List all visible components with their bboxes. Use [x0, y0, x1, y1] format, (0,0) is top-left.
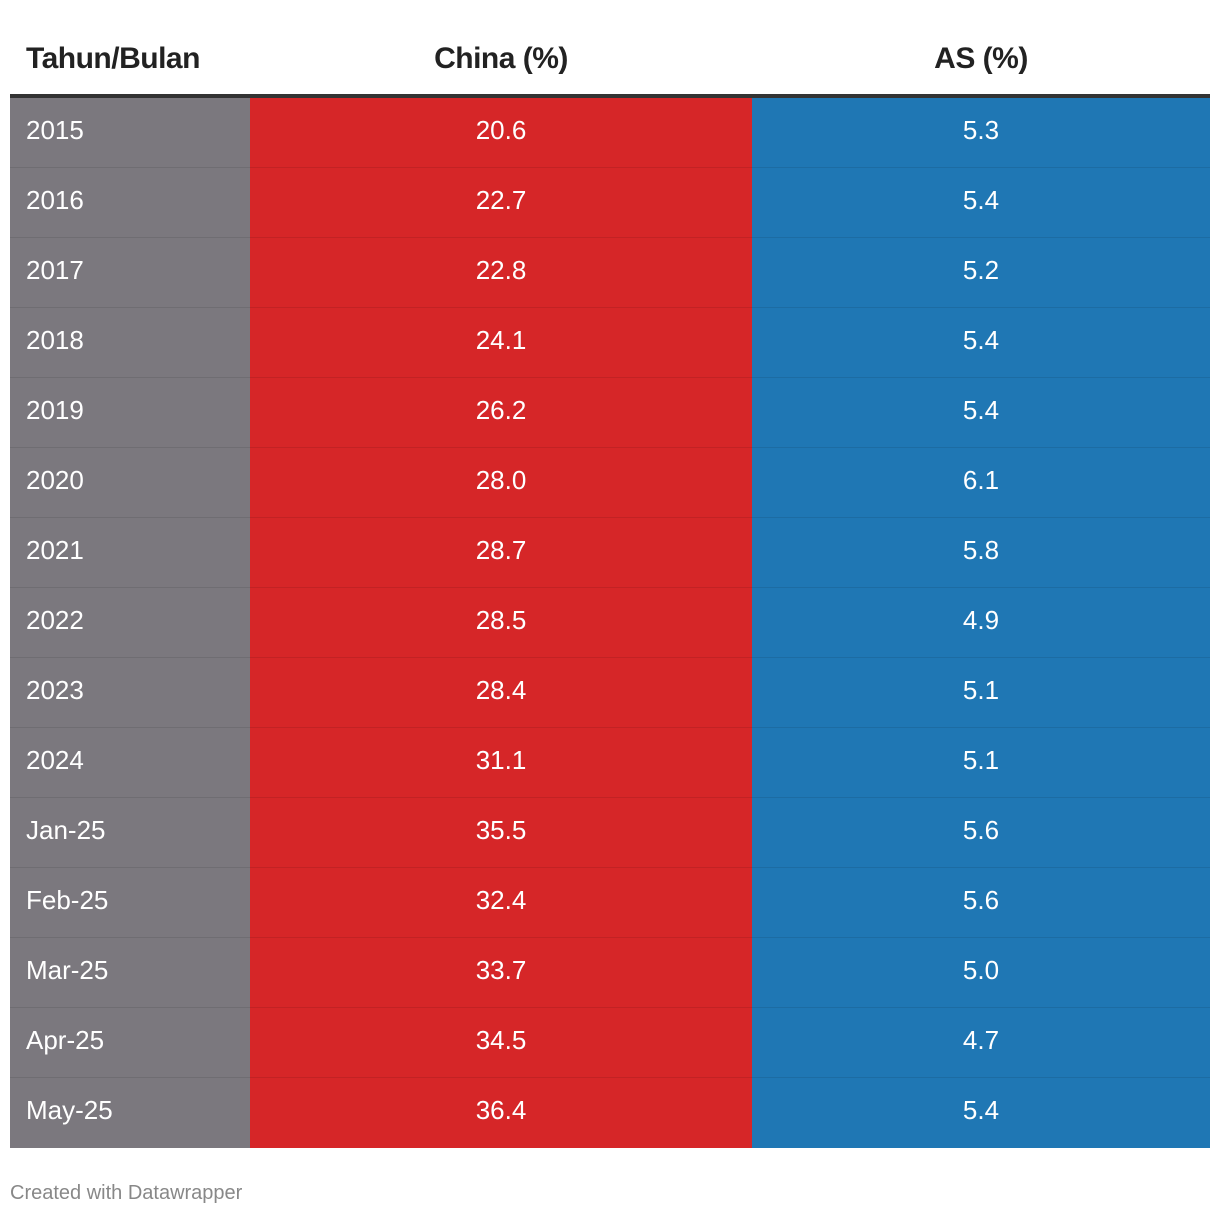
period-cell: 2017	[10, 238, 250, 308]
header-as[interactable]: AS (%)	[934, 42, 1028, 75]
china-value-cell: 22.7	[250, 168, 752, 238]
period-cell: 2016	[10, 168, 250, 238]
header-china[interactable]: China (%)	[434, 42, 568, 75]
china-value-cell: 31.1	[250, 728, 752, 798]
period-cell: Feb-25	[10, 868, 250, 938]
as-value-cell: 5.4	[752, 378, 1210, 448]
table-body: 2015 20.6 5.3 2016 22.7 5.4 2017 22.8 5.…	[10, 98, 1210, 1148]
period-cell: 2019	[10, 378, 250, 448]
china-value-cell: 34.5	[250, 1008, 752, 1078]
as-value-cell: 5.8	[752, 518, 1210, 588]
china-value-cell: 26.2	[250, 378, 752, 448]
table-row: 2017 22.8 5.2	[10, 238, 1210, 308]
period-cell: Mar-25	[10, 938, 250, 1008]
table-row: 2016 22.7 5.4	[10, 168, 1210, 238]
as-value-cell: 4.7	[752, 1008, 1210, 1078]
table-row: 2024 31.1 5.1	[10, 728, 1210, 798]
table-header-row: Tahun/Bulan China (%) AS (%)	[10, 0, 1210, 98]
table-row: Jan-25 35.5 5.6	[10, 798, 1210, 868]
table-row: 2020 28.0 6.1	[10, 448, 1210, 518]
as-value-cell: 5.2	[752, 238, 1210, 308]
as-value-cell: 5.6	[752, 868, 1210, 938]
table-row: Mar-25 33.7 5.0	[10, 938, 1210, 1008]
china-value-cell: 35.5	[250, 798, 752, 868]
china-value-cell: 22.8	[250, 238, 752, 308]
china-value-cell: 24.1	[250, 308, 752, 378]
as-value-cell: 5.4	[752, 168, 1210, 238]
as-value-cell: 5.0	[752, 938, 1210, 1008]
header-period[interactable]: Tahun/Bulan	[26, 42, 200, 75]
china-value-cell: 28.7	[250, 518, 752, 588]
period-cell: 2021	[10, 518, 250, 588]
period-cell: May-25	[10, 1078, 250, 1148]
period-cell: 2022	[10, 588, 250, 658]
as-value-cell: 6.1	[752, 448, 1210, 518]
as-value-cell: 5.1	[752, 658, 1210, 728]
data-table: Tahun/Bulan China (%) AS (%) 2015 20.6 5…	[10, 0, 1210, 1148]
as-value-cell: 5.6	[752, 798, 1210, 868]
table-row: Apr-25 34.5 4.7	[10, 1008, 1210, 1078]
as-value-cell: 5.3	[752, 98, 1210, 168]
period-cell: 2023	[10, 658, 250, 728]
table-row: 2019 26.2 5.4	[10, 378, 1210, 448]
as-value-cell: 4.9	[752, 588, 1210, 658]
period-cell: 2018	[10, 308, 250, 378]
china-value-cell: 20.6	[250, 98, 752, 168]
period-cell: Apr-25	[10, 1008, 250, 1078]
china-value-cell: 32.4	[250, 868, 752, 938]
table-row: 2023 28.4 5.1	[10, 658, 1210, 728]
china-value-cell: 28.0	[250, 448, 752, 518]
table-row: 2021 28.7 5.8	[10, 518, 1210, 588]
table-row: 2022 28.5 4.9	[10, 588, 1210, 658]
china-value-cell: 28.5	[250, 588, 752, 658]
china-value-cell: 33.7	[250, 938, 752, 1008]
period-cell: Jan-25	[10, 798, 250, 868]
as-value-cell: 5.4	[752, 1078, 1210, 1148]
as-value-cell: 5.1	[752, 728, 1210, 798]
datawrapper-credit: Created with Datawrapper	[10, 1182, 243, 1204]
period-cell: 2020	[10, 448, 250, 518]
table-row: 2015 20.6 5.3	[10, 98, 1210, 168]
china-value-cell: 28.4	[250, 658, 752, 728]
table-row: May-25 36.4 5.4	[10, 1078, 1210, 1148]
period-cell: 2015	[10, 98, 250, 168]
china-value-cell: 36.4	[250, 1078, 752, 1148]
table-row: 2018 24.1 5.4	[10, 308, 1210, 378]
period-cell: 2024	[10, 728, 250, 798]
as-value-cell: 5.4	[752, 308, 1210, 378]
table-row: Feb-25 32.4 5.6	[10, 868, 1210, 938]
